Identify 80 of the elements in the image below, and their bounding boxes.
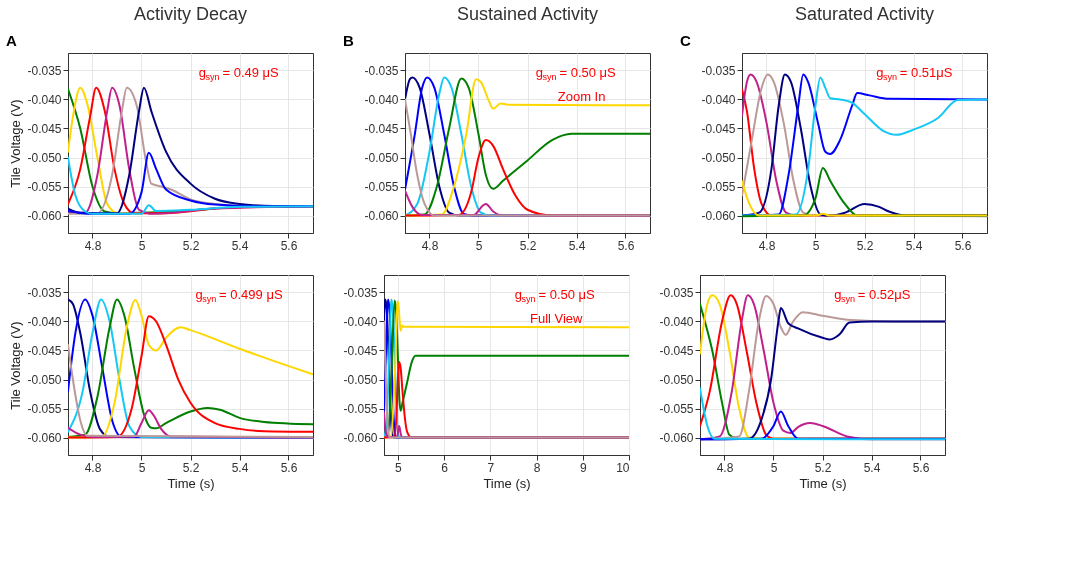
- x-tick-label: 5.2: [519, 238, 537, 253]
- y-tick-label: -0.060: [659, 431, 694, 446]
- y-axis-title: Tile Voltage (V): [8, 321, 24, 410]
- y-tick-label: -0.035: [343, 285, 378, 300]
- y-tick-label: -0.050: [364, 151, 399, 166]
- y-tick-label: -0.035: [701, 63, 736, 78]
- x-tick-label: 5.6: [912, 460, 930, 475]
- y-tick-label: -0.045: [659, 343, 694, 358]
- x-tick-label: 7: [487, 460, 495, 475]
- y-tick-label: -0.045: [27, 121, 62, 136]
- x-tick-label: 6: [441, 460, 449, 475]
- annotation: Zoom In: [557, 89, 606, 105]
- x-tick-label: 5.4: [231, 238, 249, 253]
- y-tick-label: -0.045: [27, 343, 62, 358]
- x-tick-label: 5.4: [905, 238, 923, 253]
- y-tick-label: -0.060: [343, 431, 378, 446]
- chart-title: Activity Decay: [133, 4, 248, 24]
- y-tick-label: -0.045: [701, 121, 736, 136]
- chart-subtitle: A: [6, 32, 17, 49]
- y-tick-label: -0.040: [659, 314, 694, 329]
- y-tick-label: -0.055: [27, 180, 62, 195]
- y-tick-label: -0.060: [364, 209, 399, 224]
- x-tick-label: 5.2: [182, 460, 200, 475]
- x-axis-title: Time (s): [799, 475, 847, 491]
- chart-subtitle: C: [680, 32, 691, 49]
- x-tick-label: 4.8: [84, 238, 102, 253]
- x-tick-label: 5: [395, 460, 403, 475]
- x-tick-label: 5: [770, 460, 778, 475]
- x-tick-label: 5.4: [568, 238, 586, 253]
- y-tick-label: -0.045: [343, 343, 378, 358]
- y-tick-label: -0.060: [27, 431, 62, 446]
- y-tick-label: -0.045: [364, 121, 399, 136]
- y-tick-label: -0.040: [701, 92, 736, 107]
- x-tick-label: 9: [579, 460, 587, 475]
- y-tick-label: -0.035: [27, 285, 62, 300]
- x-tick-label: 5: [138, 460, 146, 475]
- x-tick-label: 5.6: [280, 238, 298, 253]
- x-tick-label: 5.2: [856, 238, 874, 253]
- y-tick-label: -0.050: [343, 373, 378, 388]
- y-tick-label: -0.050: [701, 151, 736, 166]
- chart-subtitle: B: [343, 32, 354, 49]
- x-tick-label: 5: [475, 238, 483, 253]
- x-tick-label: 5.6: [954, 238, 972, 253]
- y-tick-label: -0.060: [701, 209, 736, 224]
- x-axis-title: Time (s): [483, 475, 531, 491]
- x-tick-label: 5.6: [280, 460, 298, 475]
- x-tick-label: 5.2: [182, 238, 200, 253]
- y-tick-label: -0.035: [27, 63, 62, 78]
- x-tick-label: 10: [616, 460, 630, 475]
- y-tick-label: -0.050: [27, 151, 62, 166]
- x-tick-label: 4.8: [716, 460, 734, 475]
- x-tick-label: 5.4: [863, 460, 881, 475]
- x-tick-label: 5: [138, 238, 146, 253]
- x-tick-label: 5.2: [814, 460, 832, 475]
- y-tick-label: -0.040: [343, 314, 378, 329]
- y-tick-label: -0.035: [364, 63, 399, 78]
- chart-title: Sustained Activity: [456, 4, 599, 24]
- y-tick-label: -0.050: [27, 373, 62, 388]
- y-tick-label: -0.035: [659, 285, 694, 300]
- y-tick-label: -0.040: [364, 92, 399, 107]
- y-tick-label: -0.055: [364, 180, 399, 195]
- y-tick-label: -0.055: [343, 402, 378, 417]
- x-tick-label: 4.8: [84, 460, 102, 475]
- x-tick-label: 4.8: [758, 238, 776, 253]
- y-tick-label: -0.055: [701, 180, 736, 195]
- x-tick-label: 5: [812, 238, 820, 253]
- x-tick-label: 8: [533, 460, 541, 475]
- y-tick-label: -0.040: [27, 92, 62, 107]
- y-tick-label: -0.040: [27, 314, 62, 329]
- x-tick-label: 4.8: [421, 238, 439, 253]
- x-tick-label: 5.4: [231, 460, 249, 475]
- y-tick-label: -0.055: [659, 402, 694, 417]
- y-axis-title: Tile Voltage (V): [8, 99, 24, 188]
- x-tick-label: 5.6: [617, 238, 635, 253]
- y-tick-label: -0.050: [659, 373, 694, 388]
- x-axis-title: Time (s): [167, 475, 215, 491]
- chart-title: Saturated Activity: [794, 4, 935, 24]
- y-tick-label: -0.060: [27, 209, 62, 224]
- y-tick-label: -0.055: [27, 402, 62, 417]
- annotation: Full View: [529, 311, 584, 327]
